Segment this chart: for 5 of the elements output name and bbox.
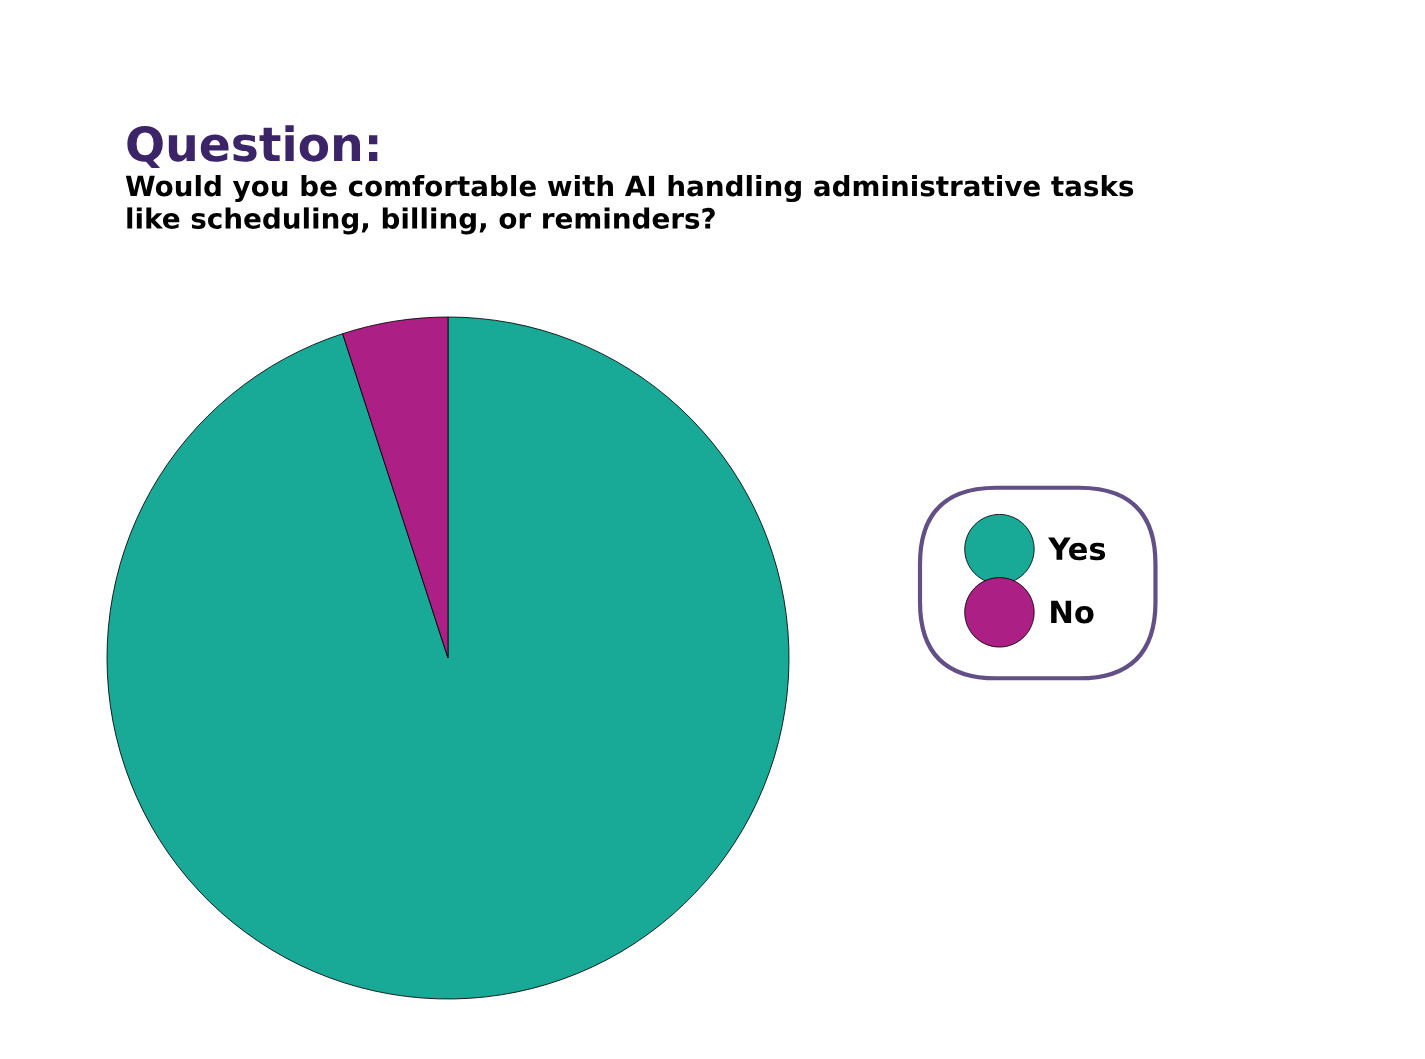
legend-label: No: [1051, 600, 1094, 624]
legend-label: Yes: [1048, 537, 1106, 561]
chart-title: Question:: [127, 125, 378, 168]
chart-subtitle: Would you be comfortable with AI handling administrative tasks like scheduling, billing, or reminders?: [125, 175, 1134, 235]
pie-slice: [106, 316, 790, 1000]
